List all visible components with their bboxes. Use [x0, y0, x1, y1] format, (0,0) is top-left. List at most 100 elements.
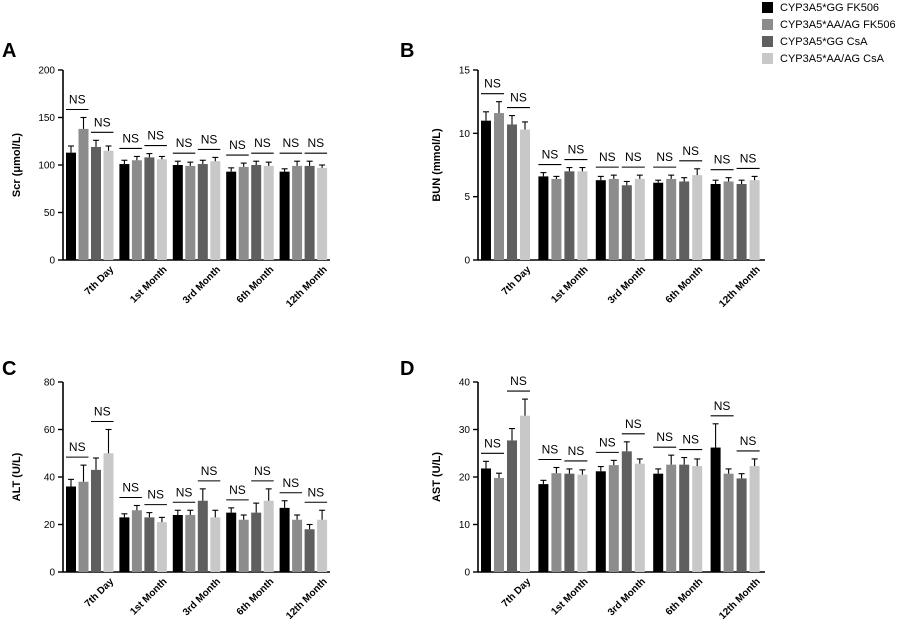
bar	[119, 164, 130, 260]
bar	[131, 160, 142, 260]
significance-label: NS	[201, 464, 218, 478]
bar	[608, 178, 619, 260]
legend-label-4: CYP3A5*AA/AG CsA	[780, 53, 885, 65]
bar	[666, 178, 677, 260]
y-axis-label: ALT (U/L)	[11, 452, 23, 501]
bar	[481, 120, 491, 261]
panel-letter: C	[2, 358, 16, 380]
y-tick-label: 20	[44, 520, 56, 531]
bar	[621, 451, 632, 572]
significance-label: NS	[69, 440, 86, 454]
bar	[551, 178, 562, 260]
significance-label: NS	[625, 417, 642, 431]
significance-label: NS	[229, 138, 246, 152]
bar	[507, 124, 517, 260]
category-label: 6th Month	[664, 264, 706, 306]
bar	[251, 165, 262, 260]
legend-label-3: CYP3A5*GG CsA	[780, 36, 868, 48]
bar	[91, 469, 101, 572]
category-label: 1st Month	[128, 576, 169, 617]
y-tick-label: 40	[44, 473, 56, 484]
bar	[197, 164, 208, 260]
legend-swatch-3	[762, 36, 773, 47]
y-tick-label: 15	[459, 66, 471, 77]
category-label: 6th Month	[235, 576, 277, 618]
panel-letter: A	[2, 40, 16, 62]
legend-label-2: CYP3A5*AA/AG FK506	[780, 19, 896, 31]
panel-letter: B	[400, 40, 414, 62]
bar	[710, 184, 721, 260]
legend-label-1: CYP3A5*GG FK506	[780, 2, 879, 14]
bar	[317, 167, 328, 260]
significance-label: NS	[682, 144, 699, 158]
bar	[226, 171, 237, 260]
bar	[577, 171, 588, 260]
significance-label: NS	[542, 443, 559, 457]
significance-label: NS	[283, 136, 300, 150]
bar	[144, 517, 155, 572]
significance-label: NS	[147, 129, 164, 143]
panel-letter: D	[400, 358, 414, 380]
significance-label: NS	[656, 150, 673, 164]
y-tick-label: 0	[49, 568, 55, 579]
y-tick-label: 10	[459, 129, 471, 140]
bar	[144, 157, 155, 260]
bar	[156, 159, 167, 260]
significance-label: NS	[682, 433, 699, 447]
bar	[666, 464, 677, 572]
y-tick-label: 100	[38, 161, 55, 172]
y-tick-label: 5	[464, 192, 470, 203]
category-label: 7th Day	[500, 264, 534, 298]
category-label: 3rd Month	[181, 264, 223, 306]
bar	[292, 165, 303, 260]
bar	[172, 515, 183, 572]
bar	[494, 477, 504, 572]
category-label: 3rd Month	[181, 576, 223, 618]
significance-label: NS	[69, 93, 86, 107]
category-label: 12th Month	[284, 264, 329, 309]
bar	[172, 165, 183, 260]
bar	[710, 447, 721, 572]
y-tick-label: 200	[38, 66, 55, 77]
category-label: 6th Month	[235, 264, 277, 306]
category-label: 3rd Month	[606, 264, 648, 306]
significance-label: NS	[254, 136, 271, 150]
bar	[78, 128, 89, 260]
y-tick-label: 30	[459, 425, 471, 436]
bar	[185, 515, 196, 572]
bar	[226, 512, 237, 572]
significance-label: NS	[94, 115, 111, 129]
bar	[564, 171, 575, 260]
bar	[317, 519, 328, 572]
bar	[292, 519, 303, 572]
bar	[156, 522, 167, 572]
bar	[692, 466, 703, 572]
bar	[78, 481, 89, 572]
bar	[263, 500, 274, 572]
category-label: 7th Day	[83, 264, 117, 298]
bar	[551, 473, 562, 572]
significance-label: NS	[740, 151, 757, 165]
bar	[679, 464, 690, 572]
y-tick-label: 150	[38, 113, 55, 124]
bar	[520, 129, 530, 260]
significance-label: NS	[542, 148, 559, 162]
bar	[103, 453, 114, 572]
y-tick-label: 20	[459, 473, 471, 484]
bar	[520, 415, 530, 572]
significance-label: NS	[308, 485, 325, 499]
significance-label: NS	[510, 91, 527, 105]
category-label: 1st Month	[549, 264, 590, 305]
significance-label: NS	[510, 374, 527, 388]
category-label: 1st Month	[128, 264, 169, 305]
bar	[653, 473, 664, 572]
bar	[66, 486, 76, 572]
significance-label: NS	[283, 476, 300, 490]
bar	[481, 468, 491, 572]
category-label: 12th Month	[717, 264, 762, 309]
bar	[197, 500, 208, 572]
bar	[564, 473, 575, 572]
bar	[736, 478, 747, 572]
significance-label: NS	[122, 481, 139, 495]
